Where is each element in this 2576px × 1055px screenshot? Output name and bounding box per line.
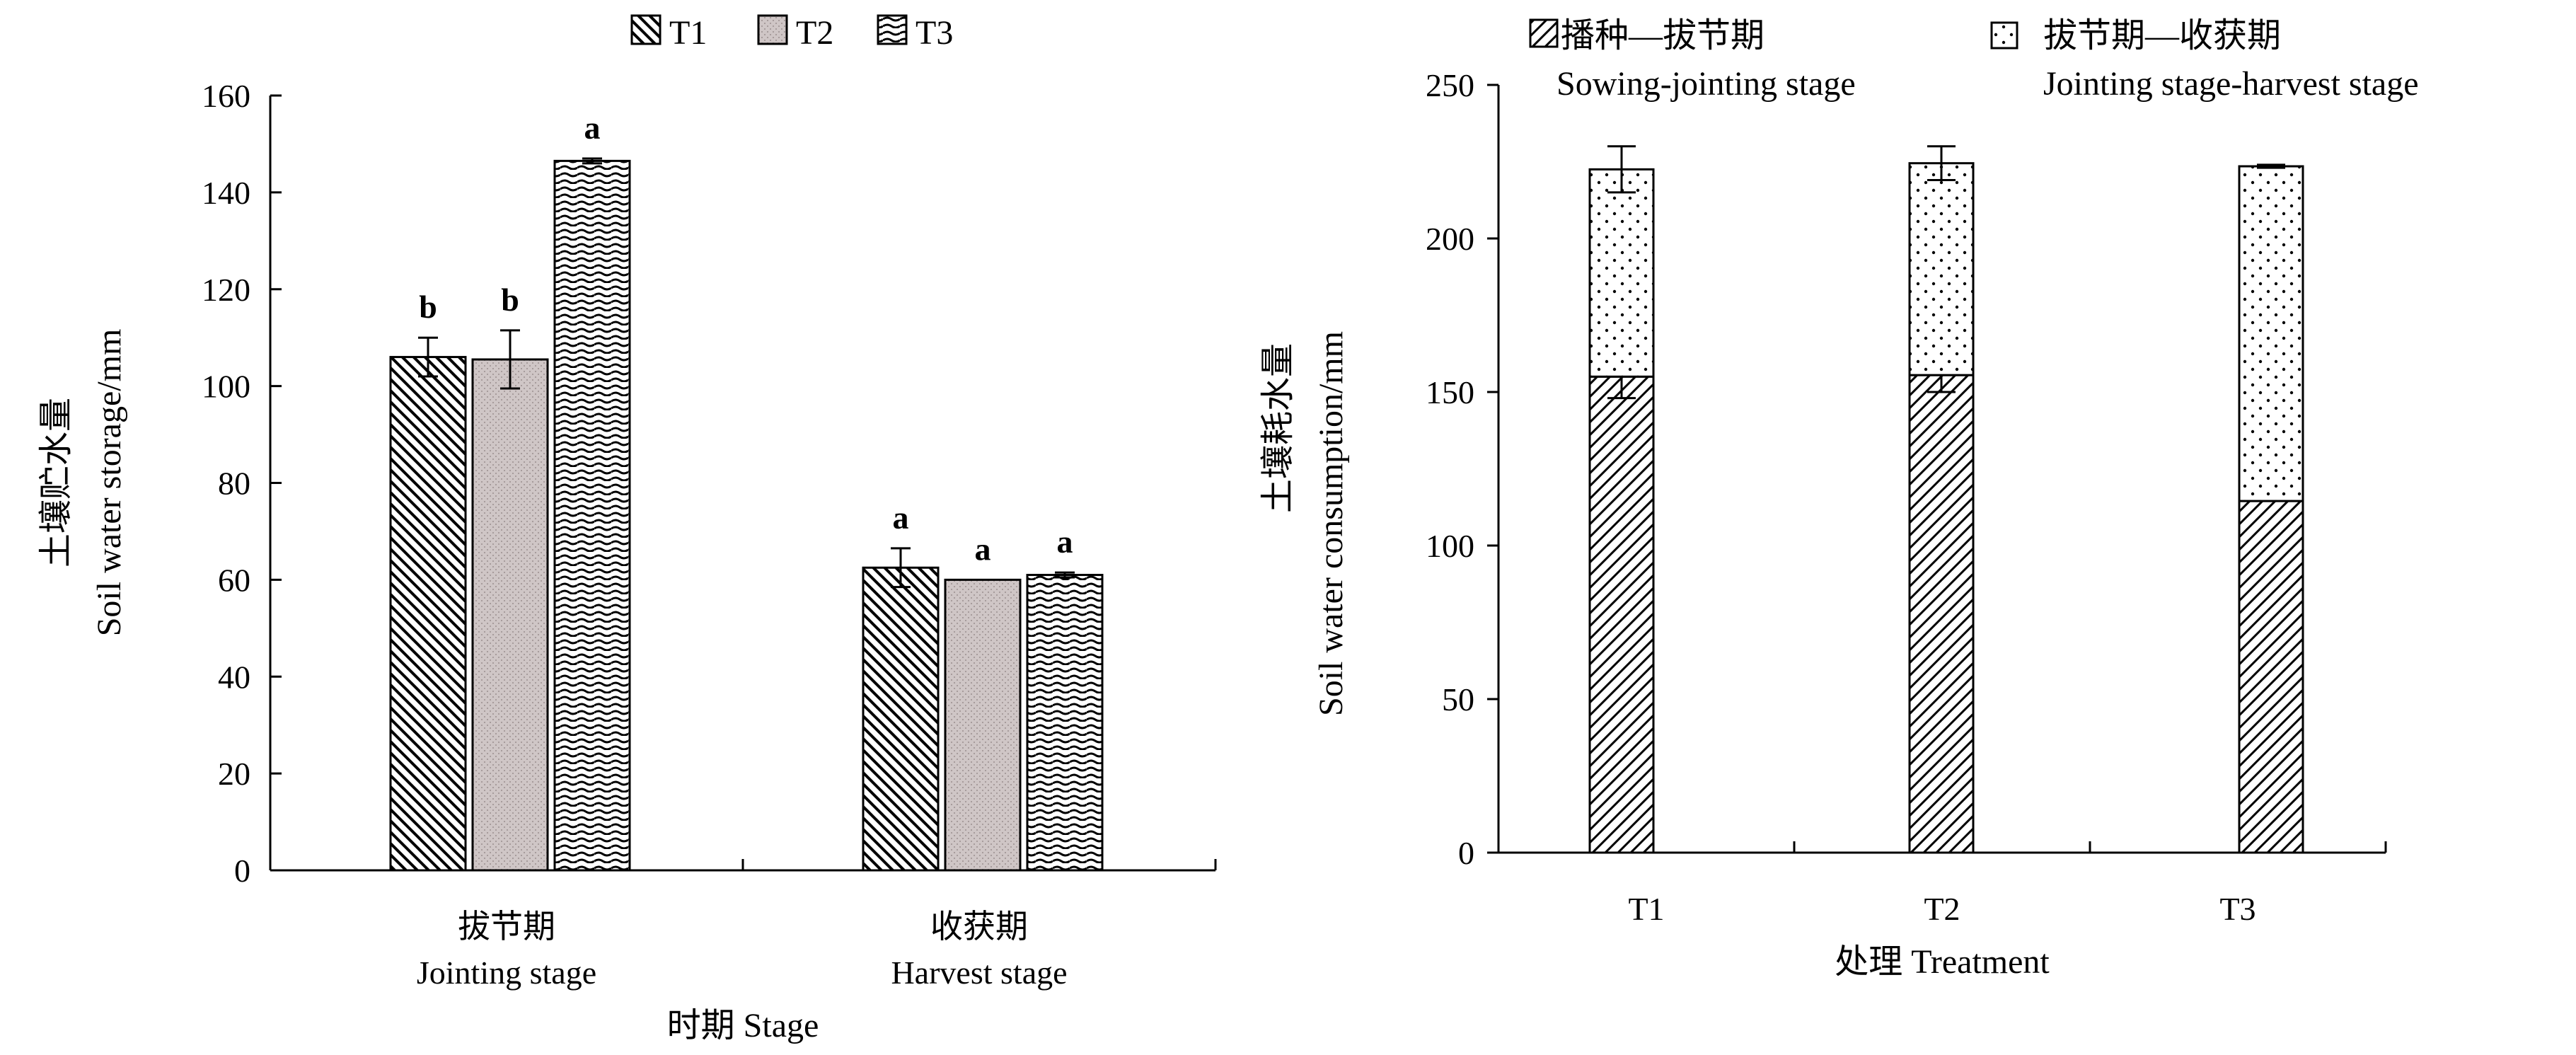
y-axis-ticks: 0 20 40 60 80 100 120 140 160 <box>202 78 282 889</box>
legend: T1 T2 T3 <box>630 14 953 52</box>
y-tick-label: 120 <box>202 272 250 308</box>
bar-segment <box>2238 500 2304 854</box>
y-axis-title-zh: 土壤贮水量 <box>37 398 75 567</box>
legend-label-sowing-jointing-en: Sowing-jointing stage <box>1556 65 1856 103</box>
y-tick-label: 200 <box>1426 221 1474 257</box>
x-axis-title: 处理 Treatment <box>1835 943 2050 981</box>
bar <box>389 356 467 872</box>
bar <box>862 566 940 872</box>
significance-letter: a <box>975 531 991 567</box>
bars <box>1588 145 2304 854</box>
y-tick-label: 0 <box>234 853 250 889</box>
y-tick-label: 60 <box>218 562 250 598</box>
legend-swatch-sowing-jointing <box>1529 18 1559 48</box>
y-tick-label: 50 <box>1442 681 1474 717</box>
x-tick-label-harvest-en: Harvest stage <box>891 955 1067 991</box>
legend-label-t1: T1 <box>669 14 707 52</box>
x-tick-label-harvest-zh: 收获期 <box>930 909 1028 945</box>
significance-letter: a <box>584 110 601 146</box>
significance-letter: b <box>419 289 437 325</box>
y-axis-ticks: 0 50 100 150 200 250 <box>1426 67 1498 871</box>
x-tick-label-jointing-en: Jointing stage <box>417 955 596 991</box>
bar-segment <box>1908 374 1975 854</box>
legend-swatch-jointing-harvest <box>1990 21 2018 50</box>
chart-right-consumption: 播种—拔节期 Sowing-jointing stage 拔节期—收获期 Joi… <box>1259 17 2419 981</box>
x-tick-label-jointing-zh: 拔节期 <box>458 909 555 945</box>
y-tick-label: 250 <box>1426 67 1474 103</box>
legend-label-t3: T3 <box>916 14 953 52</box>
bar-segment <box>1588 375 1655 854</box>
y-tick-label: 100 <box>202 369 250 405</box>
y-tick-label: 40 <box>218 659 250 695</box>
bar <box>471 358 549 872</box>
bars: b b a a a a <box>389 110 1104 872</box>
legend-swatch-t3 <box>877 14 908 45</box>
chart-left-storage: T1 T2 T3 0 20 40 60 80 100 120 140 160 拔节期 Joint… <box>37 14 1217 1044</box>
y-tick-label: 140 <box>202 175 250 211</box>
y-tick-label: 80 <box>218 466 250 502</box>
bar <box>553 159 631 872</box>
bar <box>944 578 1022 872</box>
legend-label-jointing-harvest-zh: 拔节期—收获期 <box>2043 17 2281 54</box>
legend-label-sowing-jointing-zh: 播种—拔节期 <box>1561 17 1764 54</box>
legend-label-jointing-harvest-en: Jointing stage-harvest stage <box>2043 65 2419 103</box>
y-axis-title-en: Soil water storage/mm <box>91 329 128 637</box>
y-tick-label: 150 <box>1426 374 1474 410</box>
y-axis-title-en: Soil water consumption/mm <box>1312 331 1350 716</box>
legend-swatch-t2 <box>757 14 788 45</box>
significance-letter: b <box>501 282 519 318</box>
bar <box>1026 574 1104 872</box>
y-tick-label: 160 <box>202 78 250 114</box>
y-tick-label: 0 <box>1458 835 1474 871</box>
legend-swatch-t1 <box>630 14 662 45</box>
y-tick-label: 20 <box>218 756 250 792</box>
x-tick-label-t3: T3 <box>2219 891 2256 927</box>
x-tick-label-t2: T2 <box>1924 891 1960 927</box>
significance-letter: a <box>893 500 909 536</box>
x-axis-title: 时期 Stage <box>667 1007 819 1044</box>
significance-letter: a <box>1057 524 1073 560</box>
y-axis-title-zh: 土壤耗水量 <box>1259 343 1297 513</box>
legend: 播种—拔节期 Sowing-jointing stage 拔节期—收获期 Joi… <box>1529 17 2419 103</box>
bar-segment <box>1588 168 1655 378</box>
bar-segment <box>2238 165 2304 502</box>
y-tick-label: 100 <box>1426 528 1474 564</box>
bar-segment <box>1908 162 1975 376</box>
legend-label-t2: T2 <box>796 14 833 52</box>
x-tick-label-t1: T1 <box>1628 891 1664 927</box>
